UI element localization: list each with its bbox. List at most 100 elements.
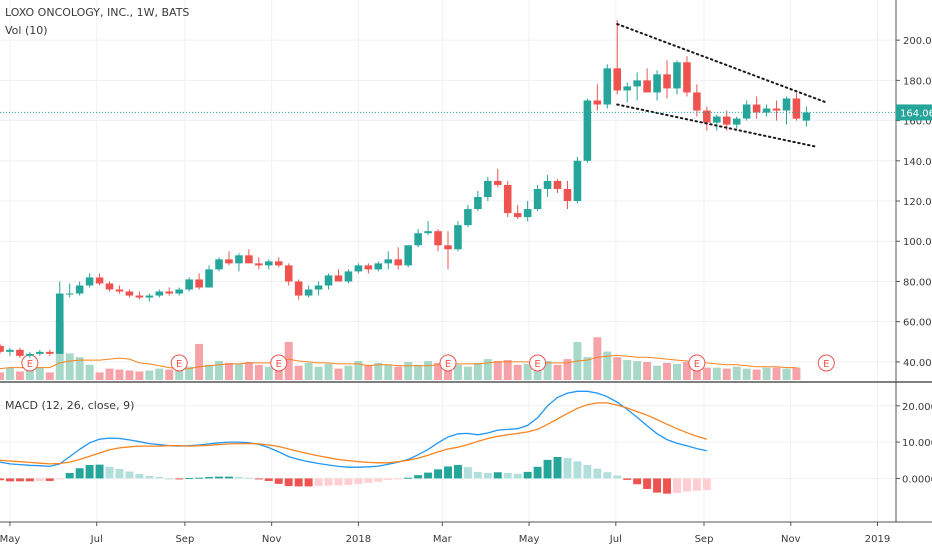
macd-histogram-bar	[573, 461, 582, 479]
volume-bar	[762, 367, 771, 380]
earnings-marker-label: E	[445, 359, 451, 370]
macd-tick-label: 10.0000	[902, 438, 932, 449]
volume-bar	[792, 367, 801, 380]
time-tick-label: 2019	[865, 534, 890, 545]
candle-body	[245, 255, 253, 264]
earnings-marker	[170, 354, 188, 372]
volume-ma-line	[0, 354, 797, 370]
candle-body	[583, 100, 592, 161]
volume-bars	[0, 321, 801, 380]
volume-bar	[434, 362, 443, 380]
candle-body	[36, 351, 44, 354]
volume-bar	[95, 372, 104, 380]
candle-body	[593, 100, 602, 105]
macd-histogram-bar	[523, 471, 532, 479]
candle-body	[533, 188, 542, 210]
macd-histogram-bar	[105, 466, 114, 479]
candle-body	[145, 295, 154, 298]
candle-body	[752, 104, 761, 113]
volume-bar	[483, 359, 492, 380]
earnings-marker	[439, 354, 457, 372]
volume-bar	[215, 361, 224, 380]
volume-bar	[324, 363, 333, 380]
price-tick-label: 80.00	[903, 277, 932, 288]
volume-bar	[75, 357, 84, 380]
volume-bar	[414, 364, 423, 380]
candle-body	[225, 259, 233, 264]
price-candles	[0, 20, 811, 358]
candle-body	[792, 98, 801, 119]
candle-body	[105, 283, 114, 290]
macd-histogram-bar	[633, 478, 642, 485]
volume-bar	[583, 357, 592, 380]
macd-histogram-bar	[663, 478, 672, 494]
price-tick-label: 120.00	[903, 197, 932, 208]
macd-histogram-bar	[643, 478, 652, 489]
macd-histogram-bar	[553, 456, 562, 479]
macd-histogram-bar	[244, 477, 253, 479]
price-tick-label: 160.00	[903, 117, 932, 128]
volume-bar	[85, 364, 94, 380]
macd-histogram-bar	[55, 478, 64, 480]
candle-body	[6, 349, 14, 352]
volume-bar	[712, 367, 721, 380]
macd-histogram-bar	[404, 477, 413, 479]
earnings-marker	[688, 354, 706, 372]
price-tick-label: 60.00	[903, 318, 932, 329]
candle-body	[265, 261, 273, 266]
macd-histogram-bar	[682, 478, 691, 492]
price-tick-label: 100.00	[903, 237, 932, 248]
volume-bar	[772, 367, 781, 380]
volume-bar	[752, 369, 761, 380]
macd-histogram-bar	[125, 471, 134, 479]
macd-histogram-bar	[493, 472, 502, 479]
macd-histogram-bar	[354, 478, 363, 484]
candle-body	[344, 271, 353, 282]
signal-line	[0, 402, 707, 465]
volume-bar	[314, 366, 323, 380]
volume-bar	[672, 363, 681, 380]
earnings-marker-label: E	[27, 359, 33, 370]
macd-legend: MACD (12, 26, close, 9)	[5, 399, 135, 412]
candle-body	[374, 263, 383, 270]
macd-histogram-bar	[623, 478, 632, 480]
macd-histogram-bar	[702, 478, 711, 491]
time-tick-label: Jul	[609, 534, 622, 545]
candle-body	[115, 289, 124, 292]
candle-body	[85, 277, 94, 286]
candle-body	[384, 259, 393, 264]
candle-body	[603, 68, 612, 105]
volume-bar	[623, 360, 632, 380]
earnings-marker	[529, 354, 547, 372]
candle-body	[95, 277, 104, 284]
volume-bar	[473, 362, 482, 380]
candle-body	[613, 68, 622, 91]
volume-bar	[205, 364, 214, 380]
candle-body	[155, 291, 164, 296]
macd-histogram-bar	[205, 476, 214, 479]
candle-body	[125, 291, 134, 296]
earnings-marker	[817, 354, 835, 372]
candle-body	[683, 62, 691, 93]
volume-legend: Vol (10)	[5, 24, 48, 37]
time-tick-label: Nov	[262, 534, 282, 545]
volume-bar	[424, 361, 433, 380]
macd-histogram-bar	[414, 475, 423, 479]
macd-histogram-bar	[603, 472, 612, 479]
candle-body	[364, 265, 373, 270]
candle-body	[484, 180, 492, 198]
volume-bar	[653, 365, 662, 380]
volume-bar	[523, 363, 532, 380]
macd-histogram-bar	[444, 466, 452, 479]
volume-bar	[663, 362, 672, 380]
volume-bar	[682, 361, 691, 380]
macd-histogram-bar	[234, 476, 243, 479]
volume-bar	[354, 361, 363, 380]
candle-body	[26, 353, 34, 356]
volume-bar	[702, 367, 711, 380]
volume-bar	[633, 361, 642, 380]
macd-histogram-bar	[453, 464, 462, 479]
